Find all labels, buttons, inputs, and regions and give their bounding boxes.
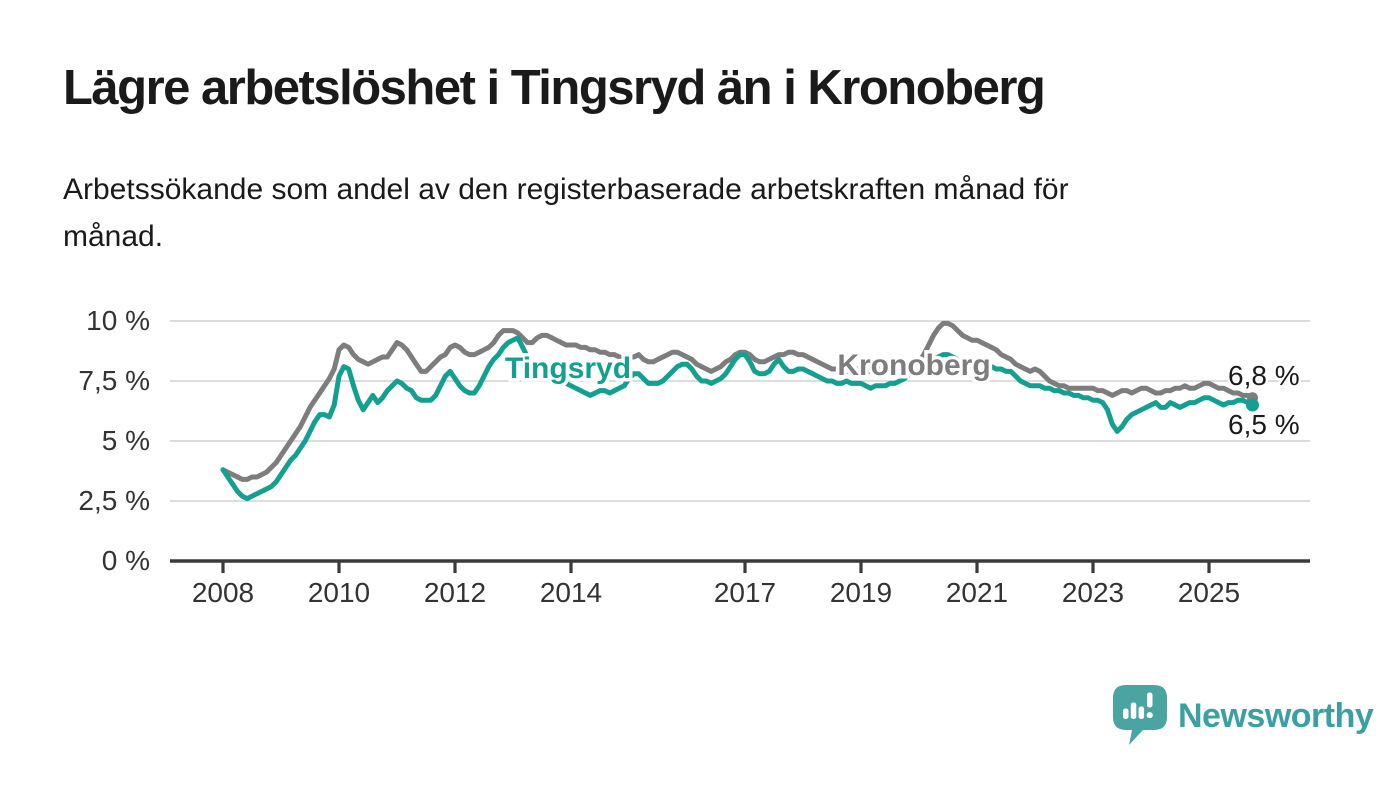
x-tick-label: 2021 [946,577,1008,608]
series-label-tingsryd: Tingsryd [505,352,631,385]
series-label-kronoberg: Kronoberg [837,349,990,382]
page-subtitle: Arbetssökande som andel av den registerb… [63,166,1069,260]
page-title: Lägre arbetslöshet i Tingsryd än i Krono… [63,61,1046,115]
x-tick-label: 2010 [308,577,370,608]
y-tick-label: 2,5 % [78,485,150,516]
y-tick-label: 5 % [102,425,150,456]
x-tick-label: 2012 [424,577,486,608]
x-tick-label: 2023 [1062,577,1124,608]
bar-chart-glyph [1123,692,1153,719]
y-tick-label: 7,5 % [78,365,150,396]
x-tick-label: 2008 [192,577,254,608]
series-line-kronoberg [220,320,1255,482]
x-tick-label: 2017 [714,577,776,608]
y-tick-label: 0 % [102,545,150,576]
subtitle-line-2: månad. [63,220,164,253]
x-tick-label: 2025 [1178,577,1240,608]
y-tick-label: 10 % [86,305,150,336]
series-end-marker-tingsryd [1246,398,1259,412]
x-tick-label: 2014 [540,577,602,608]
subtitle-line-1: Arbetssökande som andel av den registerb… [63,173,1069,206]
newsworthy-brand-text: Newsworthy [1178,697,1374,735]
bar-chart-speech-bubble-icon [1113,685,1167,745]
series-line-tingsryd [220,335,1255,502]
newsworthy-logo: Newsworthy [1112,684,1374,748]
end-value-label-tingsryd: 6,5 % [1228,409,1300,440]
end-value-label-kronoberg: 6,8 % [1228,360,1300,391]
x-tick-label: 2019 [830,577,892,608]
unemployment-line-chart: 0 % 2,5 % 5 % 7,5 % 10 % 2008 2010 2012 2014 2017… [78,305,1310,608]
